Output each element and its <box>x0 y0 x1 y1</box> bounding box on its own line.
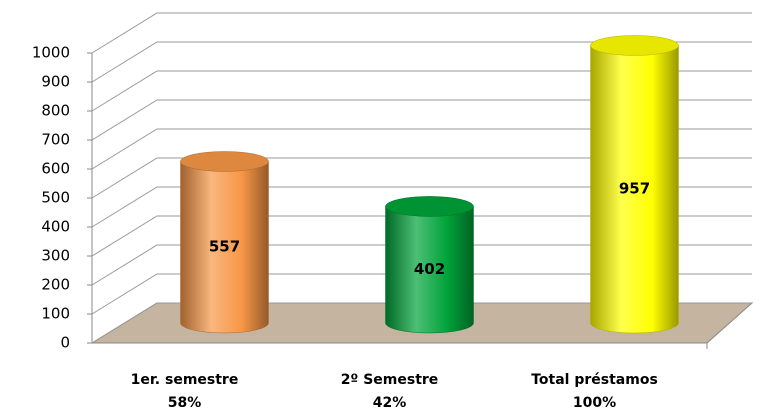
cylinder-top <box>180 151 269 172</box>
cylinder-top <box>385 196 474 217</box>
grid-line <box>91 157 752 199</box>
y-tick-label: 1000 <box>32 44 70 62</box>
x-tick-label: 2º Semestre <box>341 372 439 388</box>
x-tick-label: 100% <box>573 395 616 411</box>
grid-line <box>91 41 752 83</box>
cylinder-bar <box>385 206 474 334</box>
cylinder-bar <box>180 161 269 334</box>
grid-line <box>91 302 752 344</box>
y-tick-label: 800 <box>41 102 70 120</box>
y-tick-label: 400 <box>41 218 70 236</box>
grid-line <box>91 244 752 286</box>
y-tick-label: 300 <box>41 247 70 265</box>
grid-line <box>91 128 752 170</box>
y-tick-label: 900 <box>41 73 70 91</box>
grid-line <box>91 12 752 54</box>
cylinder-bar <box>590 45 679 334</box>
y-tick-label: 100 <box>41 305 70 323</box>
x-tick-label: 1er. semestre <box>131 372 239 388</box>
y-tick-label: 700 <box>41 131 70 149</box>
data-label: 557 <box>209 238 240 256</box>
y-tick-label: 0 <box>60 334 70 352</box>
y-tick-label: 500 <box>41 189 70 207</box>
data-label: 402 <box>414 260 445 278</box>
cylinder-top <box>590 35 679 56</box>
x-tick-label: 58% <box>168 395 202 411</box>
x-tick-label: 42% <box>373 395 407 411</box>
y-tick-label: 600 <box>41 160 70 178</box>
grid-line <box>91 99 752 141</box>
grid-line <box>91 186 752 228</box>
grid-line <box>91 273 752 315</box>
x-tick-label: Total préstamos <box>531 372 658 388</box>
y-tick-label: 200 <box>41 276 70 294</box>
grid-line <box>91 215 752 257</box>
data-label: 957 <box>619 180 650 198</box>
grid-line <box>91 70 752 112</box>
